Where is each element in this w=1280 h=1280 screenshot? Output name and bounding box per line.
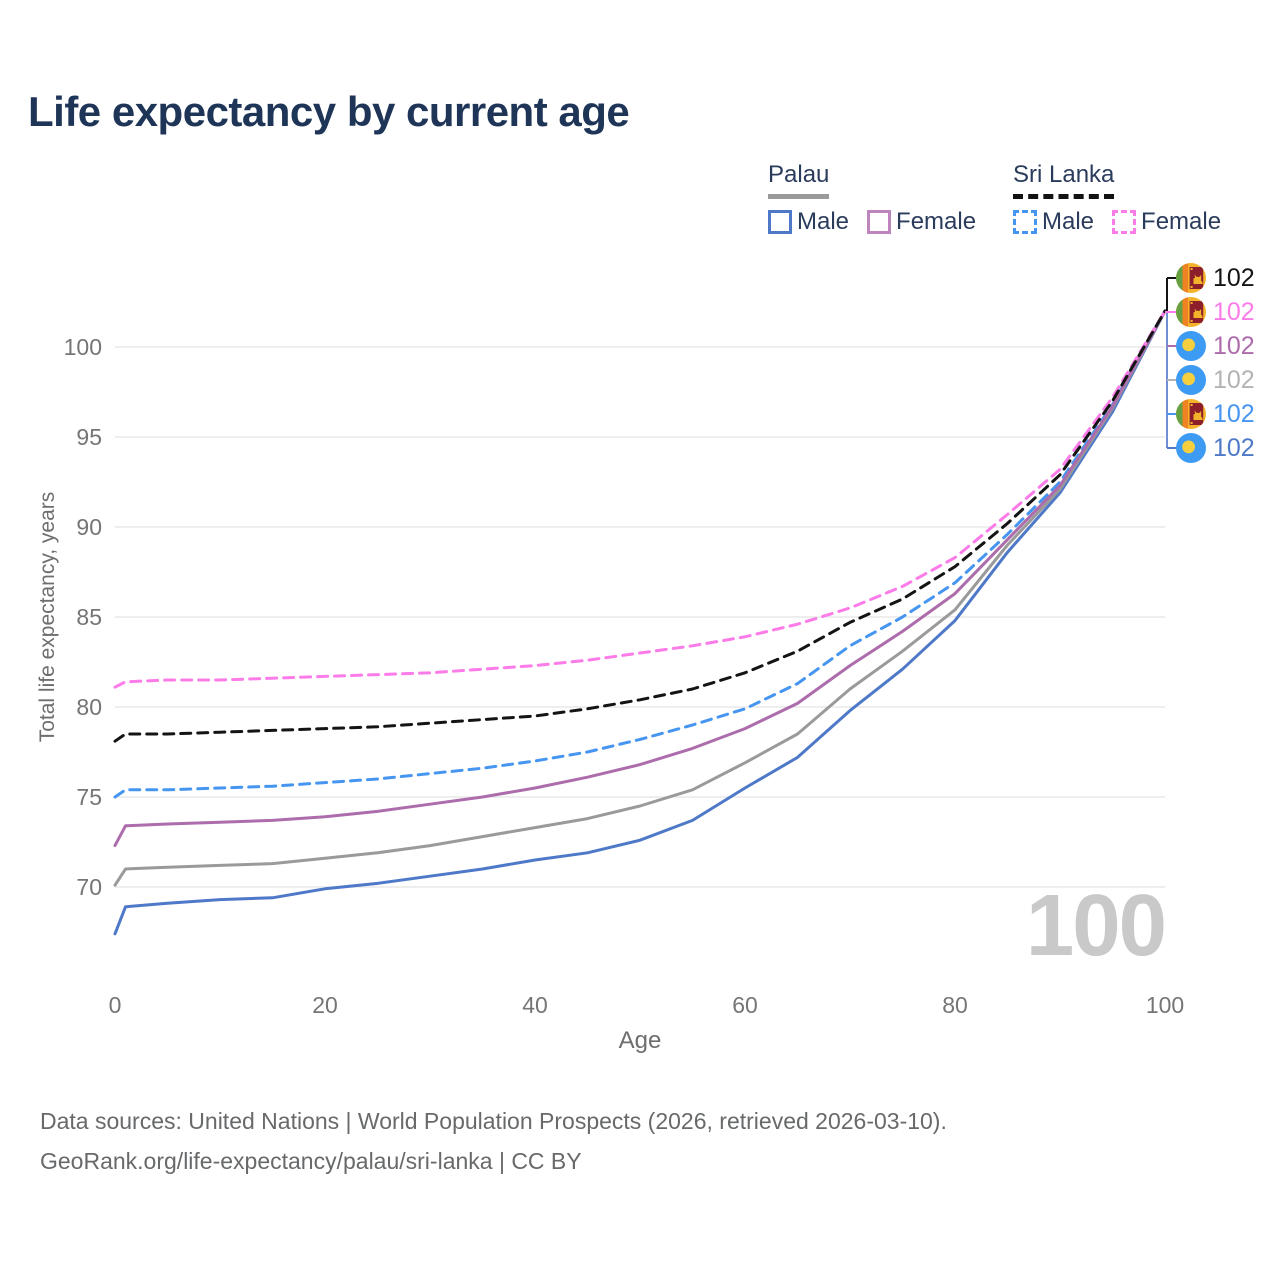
palau-flag-icon bbox=[1176, 331, 1206, 361]
end-value: 102 bbox=[1213, 332, 1255, 360]
sri-lanka-male-swatch-icon bbox=[1013, 210, 1037, 234]
legend-item-palau-female[interactable]: Female bbox=[867, 208, 976, 236]
x-tick-20: 20 bbox=[312, 992, 338, 1018]
end-value: 102 bbox=[1213, 366, 1255, 394]
end-label-palau-female: 102 bbox=[1176, 329, 1255, 363]
x-axis-title: Age bbox=[618, 1027, 662, 1054]
end-label-sri-lanka-male: 102 bbox=[1176, 397, 1255, 431]
legend-item-sri-lanka-female[interactable]: Female bbox=[1112, 208, 1221, 236]
series-line-palau-female[interactable] bbox=[113, 309, 1167, 848]
y-tick-80: 80 bbox=[76, 694, 102, 720]
x-tick-0: 0 bbox=[108, 992, 122, 1018]
page-title: Life expectancy by current age bbox=[28, 88, 630, 135]
end-label-palau-male: 102 bbox=[1176, 431, 1255, 465]
y-tick-90: 90 bbox=[76, 514, 102, 540]
data-sources-line: Data sources: United Nations | World Pop… bbox=[40, 1108, 947, 1134]
attribution-line: GeoRank.org/life-expectancy/palau/sri-la… bbox=[40, 1148, 582, 1174]
legend-item-sri-lanka-male[interactable]: Male bbox=[1013, 208, 1094, 236]
y-tick-85: 85 bbox=[76, 604, 102, 630]
y-axis-title: Total life expectancy, years bbox=[36, 491, 59, 743]
y-tick-95: 95 bbox=[76, 424, 102, 450]
end-label-sri-lanka-both: 102 bbox=[1176, 261, 1255, 295]
end-label-palau-both: 102 bbox=[1176, 363, 1255, 397]
legend-country-sri-lanka[interactable]: Sri Lanka bbox=[1013, 161, 1115, 199]
palau-female-swatch-icon bbox=[867, 210, 892, 234]
legend-label: Male bbox=[1042, 208, 1095, 235]
palau-male-swatch-icon bbox=[768, 210, 792, 234]
series-line-sri-lanka-both[interactable] bbox=[113, 309, 1167, 743]
sri-lanka-flag-icon bbox=[1176, 399, 1206, 429]
legend-group-palau: Palau Male Female bbox=[768, 161, 976, 236]
sri-lanka-female-swatch-icon bbox=[1112, 210, 1137, 234]
end-value: 102 bbox=[1213, 264, 1255, 292]
series-line-sri-lanka-female[interactable] bbox=[113, 309, 1167, 689]
end-value: 102 bbox=[1213, 400, 1255, 428]
y-tick-75: 75 bbox=[76, 784, 102, 810]
end-value: 102 bbox=[1213, 298, 1255, 326]
legend-label: Female bbox=[1141, 208, 1222, 235]
y-tick-70: 70 bbox=[76, 874, 102, 900]
x-tick-80: 80 bbox=[942, 992, 968, 1018]
palau-flag-icon bbox=[1176, 365, 1206, 395]
x-tick-40: 40 bbox=[522, 992, 548, 1018]
legend-country-palau[interactable]: Palau bbox=[768, 161, 830, 199]
legend-label: Female bbox=[896, 208, 977, 235]
end-value: 102 bbox=[1213, 434, 1255, 462]
age-indicator: 100 bbox=[1025, 877, 1167, 974]
legend-item-palau-male[interactable]: Male bbox=[768, 208, 849, 236]
series-line-palau-male[interactable] bbox=[113, 309, 1167, 936]
palau-flag-icon bbox=[1176, 433, 1206, 463]
y-tick-100: 100 bbox=[63, 334, 102, 360]
x-tick-100: 100 bbox=[1145, 992, 1185, 1018]
legend-group-sri-lanka: Sri Lanka Male Female bbox=[1013, 161, 1221, 236]
end-label-sri-lanka-female: 102 bbox=[1176, 295, 1255, 329]
sri-lanka-flag-icon bbox=[1176, 263, 1206, 293]
series-line-palau-both[interactable] bbox=[113, 309, 1167, 887]
x-tick-60: 60 bbox=[732, 992, 758, 1018]
series-line-sri-lanka-male[interactable] bbox=[113, 309, 1167, 799]
legend-label: Male bbox=[797, 208, 850, 235]
sri-lanka-flag-icon bbox=[1176, 297, 1206, 327]
